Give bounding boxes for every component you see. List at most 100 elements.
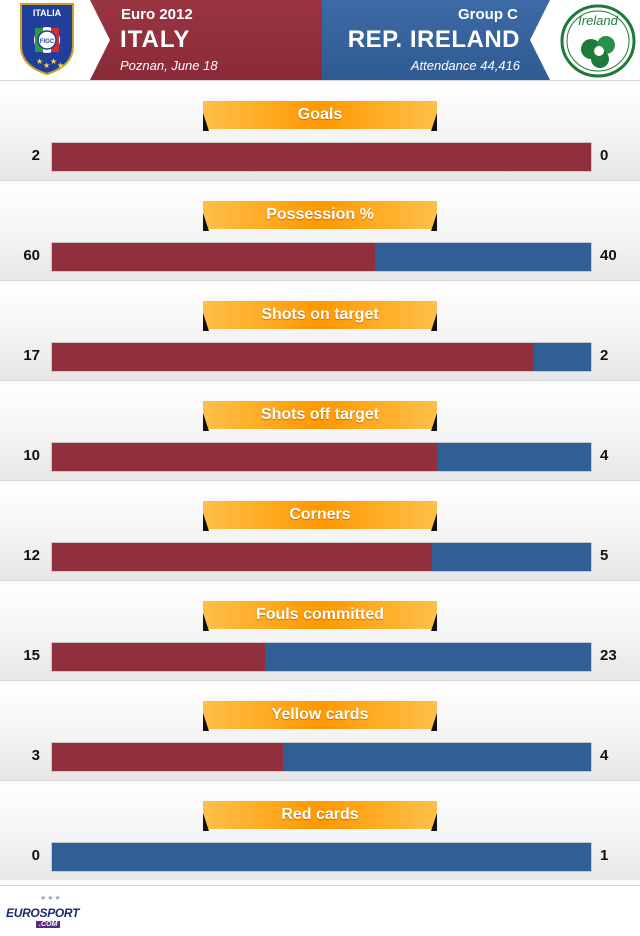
stat-row: Red cards 0 1 bbox=[0, 780, 640, 880]
tag-fold-right-icon bbox=[431, 813, 437, 831]
away-value: 0 bbox=[600, 147, 609, 164]
eurosport-logo[interactable]: ★★★ EUROSPORT .COM bbox=[6, 894, 79, 932]
home-bar-fill bbox=[52, 543, 433, 571]
stat-bar bbox=[51, 742, 592, 772]
stat-label-tag: Corners bbox=[203, 501, 437, 531]
stat-label-tag: Shots off target bbox=[203, 401, 437, 431]
figc-text: FIGC bbox=[40, 39, 55, 45]
tag-fold-right-icon bbox=[431, 213, 437, 231]
stat-label-tag: Goals bbox=[203, 101, 437, 131]
home-value: 17 bbox=[23, 347, 40, 364]
svg-text:★: ★ bbox=[57, 61, 64, 70]
italy-crest-icon: ITALIA FIGC ★ ★ ★ ★ bbox=[20, 3, 74, 76]
label-tag-shape bbox=[203, 301, 437, 331]
home-bar-fill bbox=[52, 643, 265, 671]
stat-row: Shots off target 10 4 bbox=[0, 380, 640, 480]
stat-label-tag: Shots on target bbox=[203, 301, 437, 331]
away-value: 4 bbox=[600, 447, 609, 464]
stat-label-tag: Red cards bbox=[203, 801, 437, 831]
tag-fold-left-icon bbox=[203, 313, 209, 331]
tag-fold-left-icon bbox=[203, 213, 209, 231]
stat-bar bbox=[51, 242, 592, 272]
label-tag-shape bbox=[203, 801, 437, 831]
stat-label: Yellow cards bbox=[271, 706, 369, 723]
label-tag-body bbox=[203, 501, 437, 529]
label-tag-shape bbox=[203, 101, 437, 131]
attendance: Attendance 44,416 bbox=[410, 58, 520, 73]
away-value: 5 bbox=[600, 547, 609, 564]
home-value: 0 bbox=[31, 847, 40, 864]
stat-label-tag: Possession % bbox=[203, 201, 437, 231]
svg-text:★: ★ bbox=[43, 61, 50, 70]
home-team-name: ITALY bbox=[120, 26, 191, 53]
stat-row: Goals 2 0 bbox=[0, 80, 640, 180]
italy-crest-text: ITALIA bbox=[33, 8, 62, 18]
tag-fold-right-icon bbox=[431, 413, 437, 431]
home-value: 15 bbox=[23, 647, 40, 664]
home-bar-fill bbox=[52, 243, 376, 271]
home-bar-fill bbox=[52, 743, 283, 771]
stat-row: Shots on target 17 2 bbox=[0, 280, 640, 380]
label-tag-body bbox=[203, 201, 437, 229]
logo-com: .COM bbox=[36, 921, 61, 928]
home-value: 3 bbox=[31, 747, 40, 764]
tag-fold-right-icon bbox=[431, 513, 437, 531]
stat-label: Shots on target bbox=[261, 306, 379, 323]
logo-sport: SPORT bbox=[39, 906, 80, 920]
stat-bar bbox=[51, 142, 592, 172]
home-bar-fill bbox=[52, 443, 437, 471]
ireland-crest-text: Ireland bbox=[578, 13, 619, 28]
stat-bar bbox=[51, 842, 592, 872]
away-value: 2 bbox=[600, 347, 609, 364]
away-team-name: REP. IRELAND bbox=[347, 26, 520, 53]
match-header: ITALIA FIGC ★ ★ ★ ★ Ireland Euro 2012 IT… bbox=[0, 0, 640, 80]
stat-label: Shots off target bbox=[260, 406, 380, 423]
label-tag-body bbox=[203, 801, 437, 829]
tag-fold-left-icon bbox=[203, 613, 209, 631]
home-value: 10 bbox=[23, 447, 40, 464]
home-value: 2 bbox=[31, 147, 40, 164]
tag-fold-left-icon bbox=[203, 813, 209, 831]
tag-fold-right-icon bbox=[431, 613, 437, 631]
away-value: 1 bbox=[600, 847, 609, 864]
stat-bar bbox=[51, 642, 592, 672]
footer: ★★★ EUROSPORT .COM bbox=[0, 885, 640, 936]
stat-label: Possession % bbox=[266, 206, 374, 223]
away-value: 40 bbox=[600, 247, 617, 264]
home-value: 60 bbox=[23, 247, 40, 264]
label-tag-shape bbox=[203, 401, 437, 431]
away-value: 23 bbox=[600, 647, 617, 664]
label-tag-shape bbox=[203, 601, 437, 631]
stat-label: Goals bbox=[297, 106, 343, 123]
tag-fold-left-icon bbox=[203, 413, 209, 431]
logo-stars-icon: ★★★ bbox=[40, 895, 62, 902]
tag-fold-right-icon bbox=[431, 113, 437, 131]
stat-row: Possession % 60 40 bbox=[0, 180, 640, 280]
stat-row: Corners 12 5 bbox=[0, 480, 640, 580]
stat-label: Red cards bbox=[281, 806, 359, 823]
label-tag-body bbox=[203, 601, 437, 629]
label-tag-shape bbox=[203, 201, 437, 231]
tag-fold-left-icon bbox=[203, 713, 209, 731]
stat-label-tag: Fouls committed bbox=[203, 601, 437, 631]
tag-fold-left-icon bbox=[203, 113, 209, 131]
label-tag-body bbox=[203, 701, 437, 729]
label-tag-shape bbox=[203, 701, 437, 731]
stats-list: Goals 2 0 Possession % 60 40 Shots on ta… bbox=[0, 80, 640, 880]
ireland-crest-icon: Ireland bbox=[560, 4, 636, 78]
stat-bar bbox=[51, 342, 592, 372]
stat-label: Corners bbox=[289, 506, 351, 523]
home-bar-fill bbox=[52, 143, 591, 171]
tag-fold-right-icon bbox=[431, 713, 437, 731]
venue-date: Poznan, June 18 bbox=[120, 58, 218, 73]
label-tag-body bbox=[203, 101, 437, 129]
label-tag-body bbox=[203, 401, 437, 429]
group-name: Group C bbox=[458, 6, 518, 23]
stat-row: Yellow cards 3 4 bbox=[0, 680, 640, 780]
competition-name: Euro 2012 bbox=[121, 6, 193, 23]
logo-wordmark: EUROSPORT bbox=[6, 906, 79, 920]
home-value: 12 bbox=[23, 547, 40, 564]
stat-label: Fouls committed bbox=[255, 606, 384, 623]
stat-row: Fouls committed 15 23 bbox=[0, 580, 640, 680]
logo-euro: EURO bbox=[6, 906, 40, 920]
